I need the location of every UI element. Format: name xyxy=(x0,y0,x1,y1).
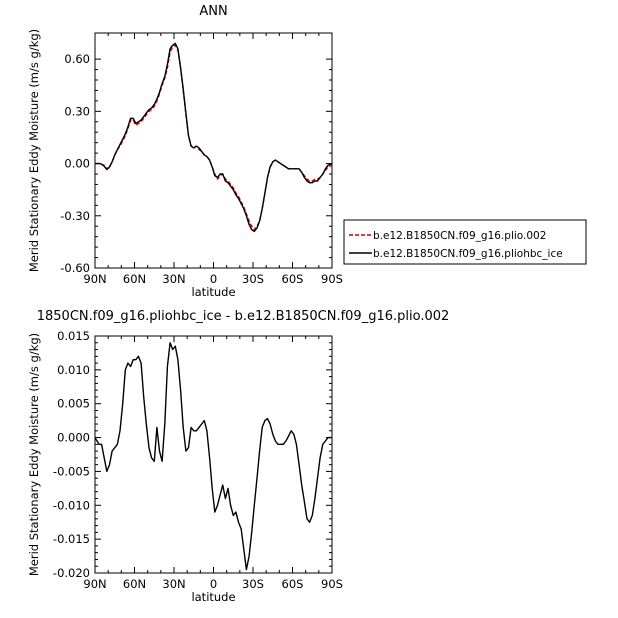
panel2-y-tick-label: -0.010 xyxy=(53,498,90,512)
panel1-plot-frame xyxy=(94,32,333,269)
panel1-title: ANN xyxy=(199,4,227,19)
panel1-x-tick-label: 30S xyxy=(242,272,264,286)
panel2-y-axis-label: Merid Stationary Eddy Moisture (m/s g/kg… xyxy=(27,333,41,576)
panel1-x-tick-label: 90N xyxy=(83,272,106,286)
panel2-x-tick-label: 60S xyxy=(282,577,304,591)
legend-label-2: b.e12.B1850CN.f09_g16.pliohbc_ice xyxy=(373,248,563,260)
panel2-y-tick-label: 0.010 xyxy=(57,363,90,377)
panel1-x-tick-label: 60N xyxy=(123,272,146,286)
panel2-y-tick-label: -0.020 xyxy=(53,566,90,580)
panel2-y-tick-label: 0.005 xyxy=(57,397,90,411)
panel2-y-tick-label: -0.005 xyxy=(53,464,90,478)
panel1-y-tick-label: 0.00 xyxy=(64,157,90,171)
panel1-y-tick-label: 0.30 xyxy=(64,104,90,118)
panel2-x-tick-label: 0 xyxy=(210,577,217,591)
panel1-series-line-1 xyxy=(95,44,333,231)
panel2-x-axis-label: latitude xyxy=(191,590,235,604)
panel2-y-tick-label: 0.015 xyxy=(57,329,90,343)
panel1-y-axis-label: Merid Stationary Eddy Moisture (m/s g/kg… xyxy=(27,29,41,272)
panel1-x-tick-label: 60S xyxy=(282,272,304,286)
panel2-plot-frame xyxy=(94,335,333,574)
panel1-series-line-2 xyxy=(95,42,333,233)
panel2-title: 1850CN.f09_g16.pliohbc_ice - b.e12.B1850… xyxy=(37,309,450,324)
panel1-y-tick-label: -0.30 xyxy=(60,209,90,223)
legend-box xyxy=(343,219,587,265)
panel2-x-tick-label: 90S xyxy=(321,577,343,591)
panel1-x-axis-label: latitude xyxy=(191,285,235,299)
panel2-x-tick-label: 30S xyxy=(242,577,264,591)
panel1-x-tick-label: 30N xyxy=(162,272,185,286)
panel2-y-tick-label: -0.015 xyxy=(53,532,90,546)
panel2-x-tick-label: 30N xyxy=(162,577,185,591)
panel1-y-tick-label: 0.60 xyxy=(64,52,90,66)
panel1-x-tick-label: 90S xyxy=(321,272,343,286)
legend-label-1: b.e12.B1850CN.f09_g16.plio.002 xyxy=(373,230,546,242)
panel1-y-tick-label: -0.60 xyxy=(60,261,90,275)
panel2-series-line-1 xyxy=(94,342,332,571)
panel2-y-tick-label: 0.000 xyxy=(57,431,90,445)
panel1-x-tick-label: 0 xyxy=(210,272,217,286)
panel2-x-tick-label: 90N xyxy=(83,577,106,591)
panel2-x-tick-label: 60N xyxy=(123,577,146,591)
